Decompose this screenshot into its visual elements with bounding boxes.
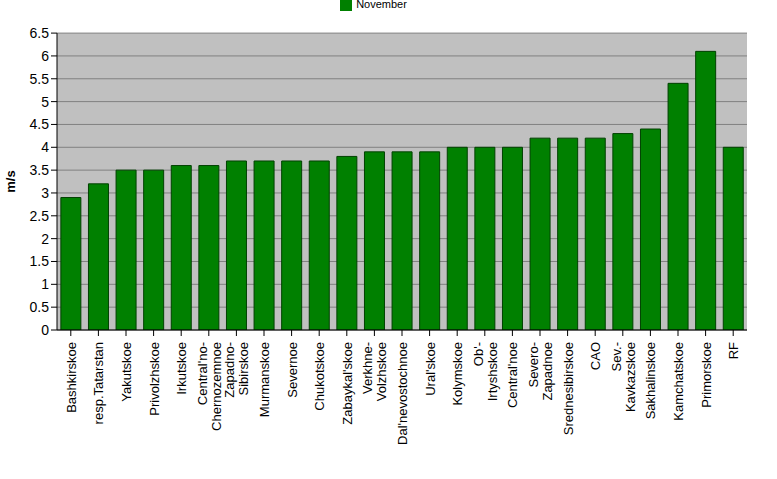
svg-text:2: 2 <box>41 231 49 247</box>
svg-text:2.5: 2.5 <box>30 208 50 224</box>
svg-text:6.5: 6.5 <box>30 25 50 41</box>
svg-text:Primorskoe: Primorskoe <box>699 342 714 408</box>
svg-text:4.5: 4.5 <box>30 116 50 132</box>
svg-text:3.5: 3.5 <box>30 162 50 178</box>
svg-text:RF: RF <box>726 342 741 359</box>
svg-text:Sakhalinskoe: Sakhalinskoe <box>643 342 658 419</box>
svg-text:Zapadno-Sibirskoe: Zapadno-Sibirskoe <box>222 342 251 398</box>
svg-text:Zabaykal'skoe: Zabaykal'skoe <box>340 342 355 425</box>
svg-text:Ural'skoe: Ural'skoe <box>423 342 438 396</box>
svg-text:3: 3 <box>41 185 49 201</box>
svg-text:5: 5 <box>41 94 49 110</box>
svg-text:Chukotskoe: Chukotskoe <box>312 342 327 411</box>
svg-text:Verkhne-Volzhskoe: Verkhne-Volzhskoe <box>360 342 389 401</box>
svg-text:5.5: 5.5 <box>30 71 50 87</box>
svg-text:Severo-Zapadnoe: Severo-Zapadnoe <box>526 342 555 401</box>
svg-text:Privolzhskoe: Privolzhskoe <box>147 342 162 416</box>
svg-text:6: 6 <box>41 48 49 64</box>
svg-text:1: 1 <box>41 276 49 292</box>
svg-text:Murmanskoe: Murmanskoe <box>257 342 272 417</box>
svg-text:m/s: m/s <box>8 170 18 192</box>
svg-text:Srednesibirskoe: Srednesibirskoe <box>561 342 576 435</box>
svg-text:1.5: 1.5 <box>30 253 50 269</box>
svg-text:Dal'nevostochnoe: Dal'nevostochnoe <box>395 342 410 445</box>
svg-text:Bashkirskoe: Bashkirskoe <box>64 342 79 413</box>
svg-text:0.5: 0.5 <box>30 299 50 315</box>
svg-text:Central'noe: Central'noe <box>505 342 520 408</box>
svg-text:CAO: CAO <box>588 342 603 370</box>
svg-text:Severnoe: Severnoe <box>285 342 300 398</box>
svg-text:Yakutskoe: Yakutskoe <box>119 342 134 402</box>
svg-text:Irkutskoe: Irkutskoe <box>174 342 189 395</box>
svg-text:resp.Tatarstan: resp.Tatarstan <box>91 342 106 424</box>
svg-text:Central'no-Chernozemnoe: Central'no-Chernozemnoe <box>195 342 224 431</box>
svg-text:4: 4 <box>41 139 49 155</box>
svg-text:Kolymskoe: Kolymskoe <box>450 342 465 406</box>
svg-text:Sev.-Kavkazskoe: Sev.-Kavkazskoe <box>609 342 638 412</box>
svg-text:Kamchatskoe: Kamchatskoe <box>671 342 686 421</box>
svg-text:Ob'-Irtyshskoe: Ob'-Irtyshskoe <box>471 342 500 401</box>
svg-text:0: 0 <box>41 322 49 338</box>
